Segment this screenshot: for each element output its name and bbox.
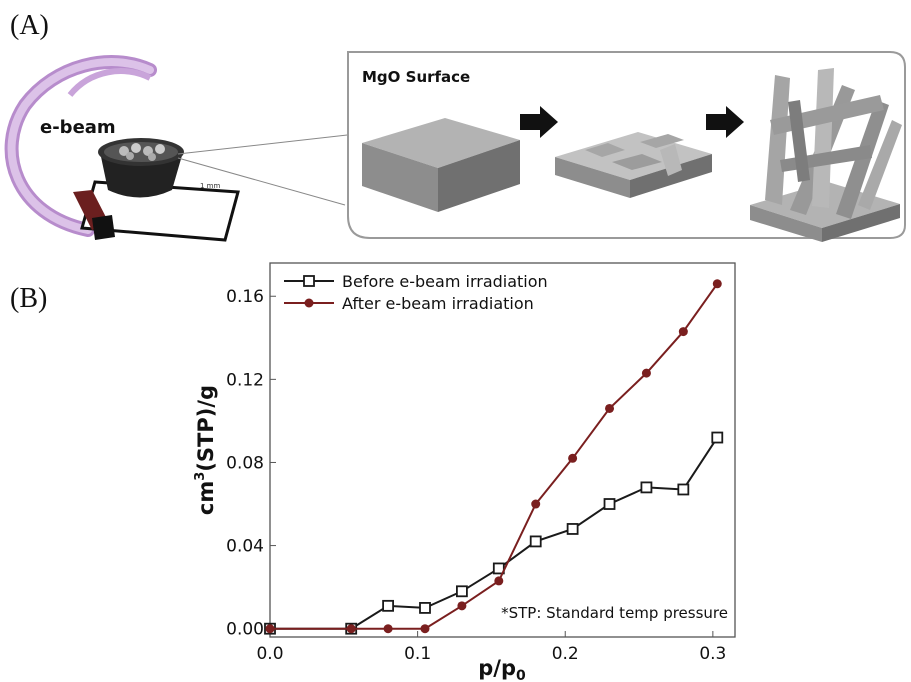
panel-a-illustration: e-beam 1 mm MgO Surface — [4, 51, 906, 242]
feed-tube — [73, 190, 115, 240]
legend-marker — [303, 275, 315, 287]
data-point — [494, 576, 504, 586]
data-point — [456, 585, 468, 598]
data-point — [420, 624, 430, 634]
x-axis-label-sub: 0 — [516, 668, 526, 682]
arrow-right-icon — [706, 106, 744, 138]
crucible — [98, 138, 184, 198]
data-point — [382, 599, 394, 612]
data-point — [346, 624, 356, 634]
arrow-right-icon — [520, 106, 558, 138]
y-axis-label-main: cm — [194, 481, 218, 515]
y-tick-label: 0.04 — [226, 537, 264, 557]
x-axis-label-main: p/p — [478, 656, 516, 680]
data-point — [678, 327, 688, 337]
x-tick-label: 0.1 — [404, 644, 431, 664]
etched-block — [555, 132, 712, 198]
legend: Before e-beam irradiation After e-beam ir… — [284, 272, 548, 313]
ebeam-label: e-beam — [40, 117, 116, 138]
y-axis-label: cm3(STP)/g — [193, 385, 218, 515]
data-point — [677, 483, 690, 496]
data-point — [712, 279, 722, 289]
nanostructure-block — [750, 68, 902, 242]
data-point — [531, 499, 541, 509]
y-tick-label: 0.08 — [226, 453, 264, 473]
legend-label: Before e-beam irradiation — [342, 272, 548, 291]
scale-label: 1 mm — [200, 182, 220, 190]
y-tick-label: 0.00 — [226, 620, 264, 640]
series-line — [270, 283, 719, 630]
data-point — [566, 523, 579, 535]
adsorption-chart: 0.0 0.1 0.2 0.3 0.00 0.04 0.08 0.12 0.16 Before … — [193, 262, 736, 682]
y-axis-label-rest: (STP)/g — [194, 385, 218, 472]
data-point — [711, 431, 724, 444]
series-line — [270, 436, 719, 630]
data-point — [419, 602, 431, 614]
x-tick-label: 0.3 — [699, 644, 726, 664]
y-tick-label: 0.16 — [226, 287, 264, 307]
legend-label: After e-beam irradiation — [342, 294, 534, 313]
legend-marker — [304, 298, 314, 308]
mgo-surface-title: MgO Surface — [362, 68, 470, 86]
data-point — [265, 624, 275, 634]
data-point — [603, 498, 616, 510]
data-point — [640, 481, 653, 494]
data-point — [529, 535, 542, 548]
x-tick-label: 0.0 — [256, 644, 283, 664]
x-tick-label: 0.2 — [552, 644, 579, 664]
data-point — [568, 453, 578, 463]
panel-b-label: (B) — [10, 283, 48, 314]
data-point — [641, 368, 651, 378]
y-tick-label: 0.12 — [226, 370, 264, 390]
zoom-line-top — [177, 132, 366, 155]
data-point — [383, 624, 393, 634]
flat-block — [362, 118, 520, 212]
x-axis-label: p/p0 — [478, 656, 526, 682]
ebeam-arc — [4, 55, 157, 237]
stp-note: *STP: Standard temp pressure — [501, 604, 728, 622]
y-axis-label-sup: 3 — [193, 472, 208, 481]
panel-a-label: (A) — [10, 10, 49, 41]
data-point — [457, 601, 467, 611]
zoom-line-bottom — [177, 157, 346, 206]
data-point — [605, 403, 615, 413]
